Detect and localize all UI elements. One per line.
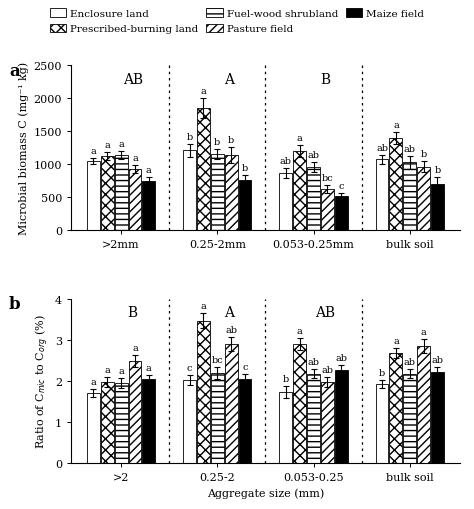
Text: a: a (201, 87, 206, 96)
Bar (211, 155, 224, 230)
Text: a: a (201, 301, 206, 310)
Bar (417, 167, 430, 230)
Bar (128, 361, 141, 463)
Bar (403, 163, 416, 230)
Bar (115, 383, 128, 463)
Bar (87, 393, 100, 463)
Text: c: c (338, 181, 344, 190)
Bar (375, 384, 389, 463)
Bar (403, 374, 416, 463)
Bar (335, 370, 348, 463)
Text: c: c (242, 362, 248, 371)
Text: ab: ab (404, 357, 416, 366)
Text: b: b (9, 296, 20, 313)
Bar (321, 190, 334, 230)
Bar (128, 170, 141, 230)
Bar (293, 152, 306, 230)
Text: ab: ab (225, 325, 237, 334)
Text: a: a (132, 344, 138, 352)
Text: a: a (393, 336, 399, 346)
Bar (390, 139, 402, 230)
Text: a: a (104, 141, 110, 150)
Text: AB: AB (123, 73, 143, 87)
Bar (183, 151, 196, 230)
Bar (321, 382, 334, 463)
Bar (375, 160, 389, 230)
Y-axis label: Ratio of C$_{mic}$ to C$_{org}$ (%): Ratio of C$_{mic}$ to C$_{org}$ (%) (33, 314, 51, 448)
Text: a: a (118, 366, 124, 375)
Text: a: a (421, 327, 427, 336)
Bar (335, 196, 348, 230)
Text: a: a (104, 365, 110, 375)
Text: b: b (379, 368, 385, 377)
Bar (431, 184, 444, 230)
Text: bc: bc (321, 174, 333, 183)
Text: ab: ab (431, 355, 444, 364)
Bar (293, 344, 306, 463)
Bar (101, 382, 114, 463)
Bar (87, 162, 100, 230)
Text: AB: AB (315, 306, 335, 320)
Text: a: a (9, 63, 19, 80)
Bar (197, 109, 210, 230)
Bar (101, 157, 114, 230)
Text: A: A (224, 306, 234, 320)
Text: ab: ab (376, 144, 388, 153)
Text: ab: ab (321, 365, 333, 375)
Text: c: c (187, 363, 192, 373)
Bar (142, 182, 155, 230)
Bar (197, 321, 210, 463)
Bar (279, 174, 292, 230)
Text: bc: bc (211, 355, 223, 364)
Text: a: a (118, 140, 124, 149)
Text: ab: ab (280, 157, 292, 165)
Text: b: b (242, 164, 248, 173)
Text: ab: ab (335, 353, 347, 362)
Text: a: a (146, 363, 152, 372)
Bar (307, 168, 320, 230)
Bar (417, 346, 430, 463)
Text: b: b (420, 150, 427, 159)
Text: a: a (132, 154, 138, 163)
Text: b: b (283, 374, 289, 383)
Text: ab: ab (308, 357, 319, 366)
Bar (225, 344, 237, 463)
Text: a: a (297, 134, 302, 143)
X-axis label: Aggregate size (mm): Aggregate size (mm) (207, 488, 324, 498)
Bar (431, 372, 444, 463)
Y-axis label: Microbial biomass C (mg⁻¹ kg): Microbial biomass C (mg⁻¹ kg) (19, 62, 29, 235)
Text: A: A (224, 73, 234, 87)
Text: a: a (91, 378, 96, 386)
Text: a: a (297, 326, 302, 335)
Bar (225, 156, 237, 230)
Bar (211, 373, 224, 463)
Bar (238, 379, 252, 463)
Bar (183, 380, 196, 463)
Bar (307, 374, 320, 463)
Text: a: a (146, 166, 152, 175)
Text: b: b (434, 166, 441, 175)
Bar (115, 156, 128, 230)
Text: b: b (186, 132, 193, 142)
Legend: Enclosure land, Prescribed-burning land, Fuel-wood shrubland, Pasture field, Mai: Enclosure land, Prescribed-burning land,… (46, 5, 428, 39)
Text: a: a (91, 147, 96, 155)
Text: a: a (393, 121, 399, 130)
Bar (279, 392, 292, 463)
Text: B: B (320, 73, 330, 87)
Text: b: b (228, 136, 234, 145)
Text: ab: ab (404, 145, 416, 153)
Bar (238, 181, 252, 230)
Text: B: B (128, 306, 138, 320)
Text: ab: ab (308, 151, 319, 160)
Bar (390, 353, 402, 463)
Bar (142, 379, 155, 463)
Text: b: b (214, 137, 220, 147)
